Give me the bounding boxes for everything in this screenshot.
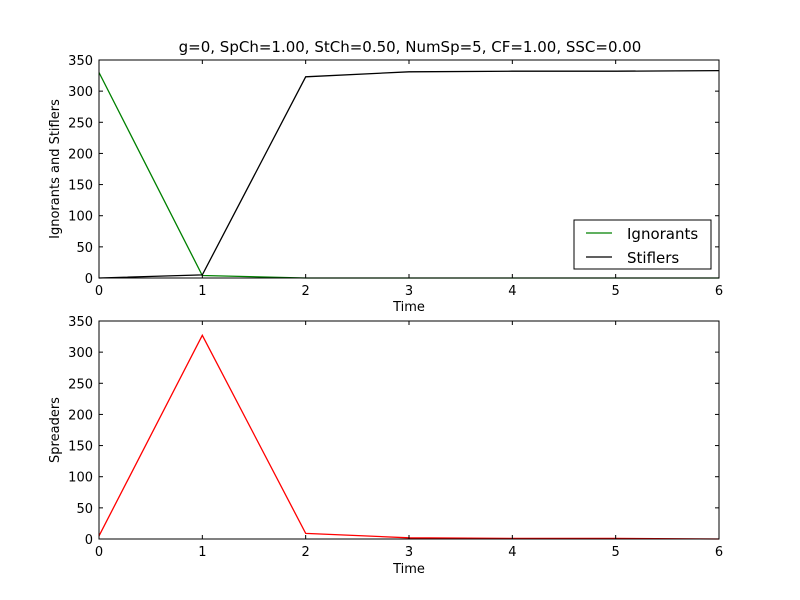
bottom-plot-ticks: 0 1 2 3 4 5 6 0 50 100 150 200 250 300 350 xyxy=(68,315,723,560)
x-tick-label: 5 xyxy=(612,545,620,560)
legend-label-stiflers: Stiflers xyxy=(627,249,679,267)
y-tick-label: 0 xyxy=(85,533,93,548)
x-tick-label: 0 xyxy=(95,545,103,560)
x-tick-label: 5 xyxy=(612,284,620,299)
y-tick-label: 200 xyxy=(68,408,93,423)
x-tick-label: 6 xyxy=(715,545,723,560)
y-tick-label: 50 xyxy=(76,502,93,517)
top-y-axis-label: Ignorants and Stiflers xyxy=(48,99,63,239)
x-tick-label: 2 xyxy=(302,545,310,560)
x-tick-label: 6 xyxy=(715,284,723,299)
legend: Ignorants Stiflers xyxy=(573,219,712,270)
x-tick-label: 4 xyxy=(508,284,516,299)
y-tick-label: 350 xyxy=(68,315,93,330)
y-tick-label: 300 xyxy=(68,346,93,361)
x-tick-label: 3 xyxy=(405,545,413,560)
y-tick-label: 50 xyxy=(76,241,93,256)
x-tick-label: 0 xyxy=(95,284,103,299)
y-tick-label: 350 xyxy=(68,54,93,69)
x-tick-label: 2 xyxy=(302,284,310,299)
y-tick-label: 300 xyxy=(68,85,93,100)
chart-title: g=0, SpCh=1.00, StCh=0.50, NumSp=5, CF=1… xyxy=(179,38,642,56)
y-tick-label: 100 xyxy=(68,210,93,225)
bottom-plot: 0 1 2 3 4 5 6 0 50 100 150 200 250 300 350 Time Spread… xyxy=(48,315,723,577)
y-tick-label: 200 xyxy=(68,147,93,162)
y-tick-label: 250 xyxy=(68,116,93,131)
top-plot: 0 1 2 3 4 5 6 0 50 100 150 200 250 300 350 Time Ignora… xyxy=(48,54,723,315)
legend-label-ignorants: Ignorants xyxy=(627,225,698,243)
y-tick-label: 250 xyxy=(68,377,93,392)
top-plot-ticks: 0 1 2 3 4 5 6 0 50 100 150 200 250 300 350 xyxy=(68,54,723,299)
x-tick-label: 4 xyxy=(508,545,516,560)
top-x-axis-label: Time xyxy=(392,300,425,315)
x-tick-label: 1 xyxy=(198,284,206,299)
x-tick-label: 1 xyxy=(198,545,206,560)
y-tick-label: 100 xyxy=(68,471,93,486)
y-tick-label: 0 xyxy=(85,272,93,287)
legend-box xyxy=(573,219,712,270)
y-tick-label: 150 xyxy=(68,179,93,194)
bottom-x-axis-label: Time xyxy=(392,562,425,577)
x-tick-label: 3 xyxy=(405,284,413,299)
y-tick-label: 150 xyxy=(68,440,93,455)
bottom-y-axis-label: Spreaders xyxy=(48,397,63,463)
